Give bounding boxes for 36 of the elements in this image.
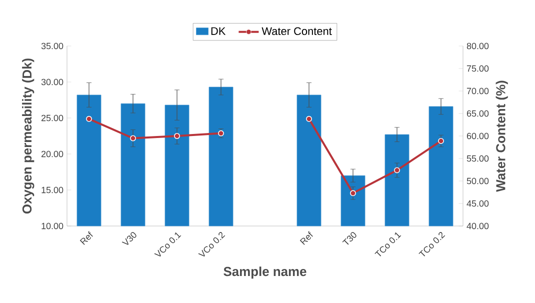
point	[394, 167, 400, 174]
x-tick-label: TCo 0.2	[418, 232, 446, 256]
x-tick-label: Ref	[300, 231, 313, 245]
point	[130, 135, 136, 142]
y-tick-label: 20.00	[42, 150, 64, 158]
y-tick-label: 30.00	[41, 78, 64, 86]
y2-tick-label: 45.00	[466, 200, 489, 207]
y2-tick-label: 40.00	[466, 222, 489, 230]
x-tick-label: V30	[122, 232, 136, 245]
y2-tick-label: 70.00	[466, 88, 489, 94]
y-tick-label: 15.00	[42, 186, 64, 194]
x-tick-label: Ref	[80, 231, 93, 245]
y2-tick-label: 50.00	[466, 178, 489, 184]
y2-axis-title: Water Content (%)	[496, 80, 508, 192]
point	[86, 116, 92, 122]
y2-tick-label: 55.00	[466, 155, 489, 162]
x-tick-label: TCo 0.1	[374, 232, 402, 256]
y2-tick-label: 75.00	[466, 65, 489, 72]
y-axis-title: Oxygen permeability (Dk)	[22, 58, 34, 214]
x-tick-label: VCo 0.1	[154, 232, 182, 256]
legend-label: Water Content	[262, 27, 332, 36]
y-tick-label: 25.00	[42, 114, 64, 122]
x-tick-label: VCo 0.2	[198, 232, 226, 256]
legend-label: DK	[211, 27, 226, 35]
x-axis-title: Sample name	[224, 266, 306, 279]
point	[438, 138, 444, 144]
y2-tick-label: 60.00	[466, 132, 489, 140]
y-tick-label: 10.00	[42, 222, 64, 230]
y-tick-label: 35.00	[41, 42, 64, 50]
point	[174, 133, 180, 139]
point	[306, 116, 312, 122]
x-tick-label: T30	[342, 232, 356, 245]
point	[350, 190, 356, 196]
y2-tick-label: 65.00	[466, 110, 489, 117]
y2-tick-label: 80.00	[466, 42, 489, 50]
point	[218, 130, 224, 136]
